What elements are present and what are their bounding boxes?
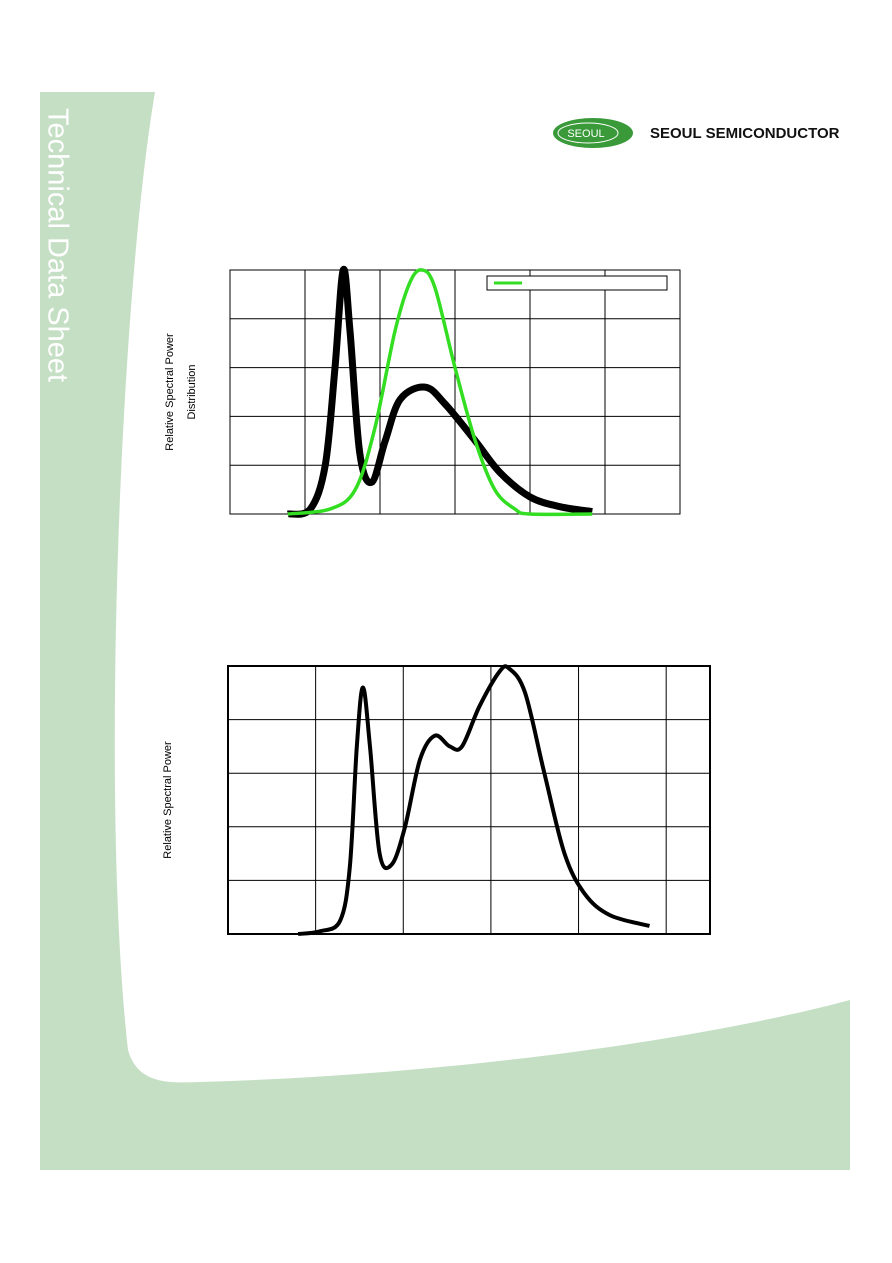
side-title: Technical Data Sheet (41, 108, 73, 382)
series-line (287, 265, 593, 518)
legend-box (486, 275, 668, 291)
logo-text: SEOUL (567, 128, 604, 140)
series-line (287, 268, 593, 517)
series-line (297, 664, 651, 936)
y-axis-label: Relative Spectral Power (164, 333, 176, 451)
y-axis-label: Distribution (186, 364, 198, 419)
y-axis-label: Relative Spectral Power (162, 741, 174, 859)
logo-ring (557, 122, 619, 144)
company-name: SEOUL SEMICONDUCTOR (650, 125, 840, 142)
logo (553, 118, 633, 148)
